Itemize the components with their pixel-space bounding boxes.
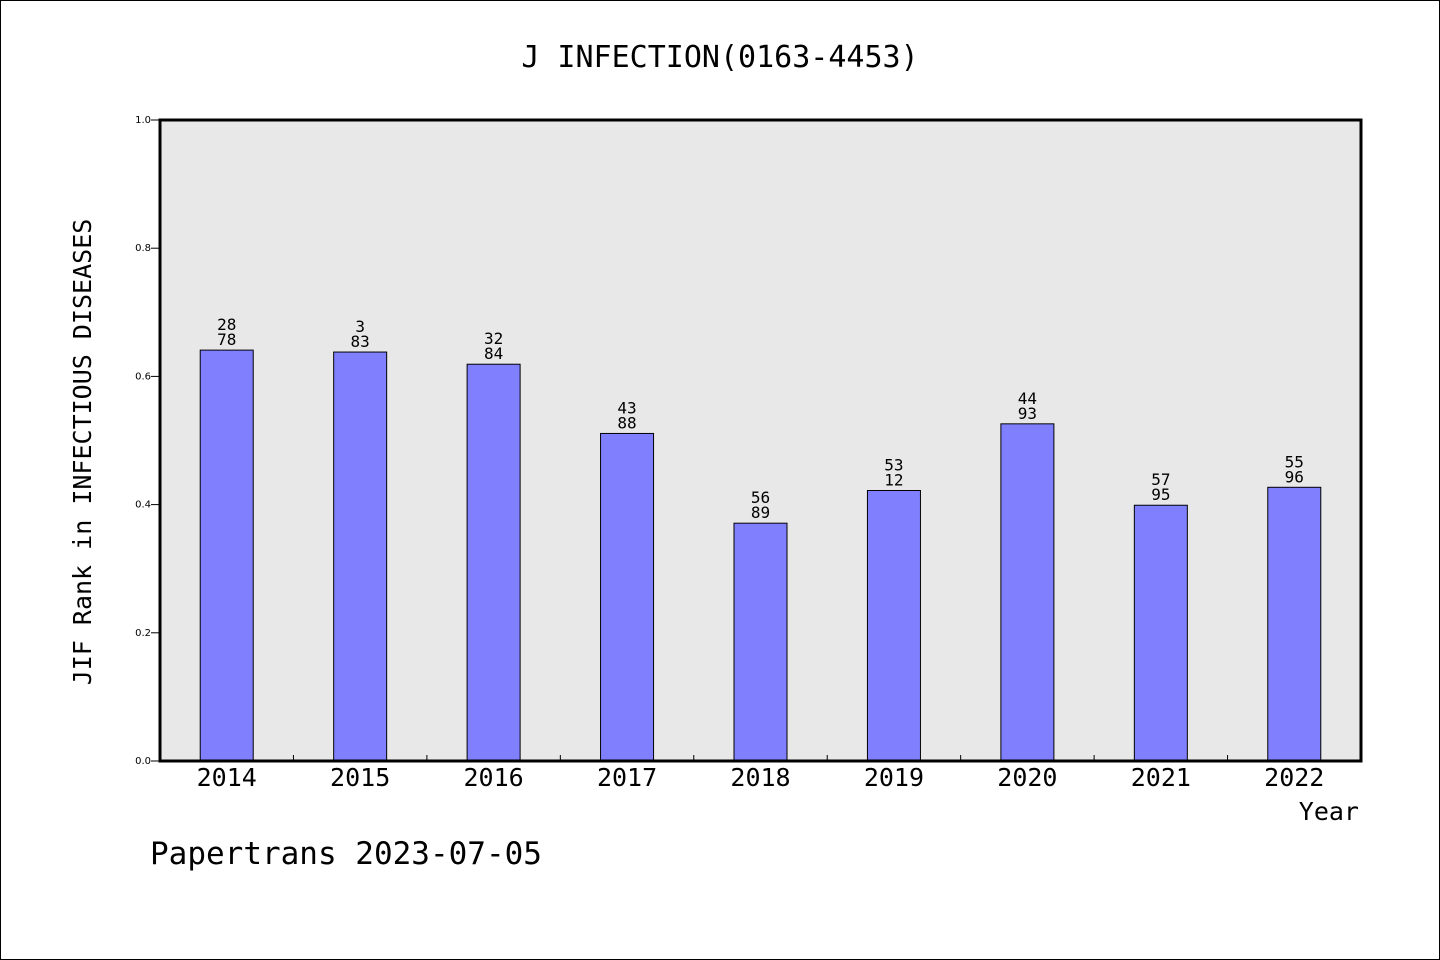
bar-label-rank: 53 [884,455,903,474]
bar-label-total: 12 [884,470,903,489]
x-tick-label: 2022 [1264,763,1324,792]
bar-label-rank: 43 [617,398,636,417]
x-tick-label: 2018 [730,763,790,792]
x-tick-label: 2015 [330,763,390,792]
x-tick-label: 2016 [464,763,524,792]
bar-label-rank: 57 [1151,470,1170,489]
bar-2016 [466,363,521,762]
credit-text: Papertrans 2023-07-05 [150,836,542,872]
bar-label-total: 96 [1285,467,1304,486]
bar-2015 [333,351,388,762]
bar-2022 [1267,486,1322,762]
x-tick-label: 2014 [197,763,257,792]
x-tick-label: 2021 [1131,763,1191,792]
bar-2014 [199,349,254,762]
bar-label-rank: 56 [751,488,770,507]
bar-label-total: 88 [617,413,636,432]
bar-label-total: 83 [351,332,370,351]
bar-2018 [733,522,788,762]
bar-label-total: 93 [1018,404,1037,423]
x-tick-label: 2020 [997,763,1057,792]
bar-label-rank: 28 [217,315,236,334]
x-axis: 2014 2015 2016 2017 2018 2019 2020 2021 2022 [197,755,1324,792]
bar-2017 [600,432,655,762]
bar-label-rank: 44 [1018,389,1037,408]
y-tick-label: 0.6 [135,371,151,382]
x-tick-label: 2017 [597,763,657,792]
bar-label-total: 84 [484,344,503,363]
bar-2021 [1133,504,1188,762]
y-tick-label: 0.2 [135,628,151,639]
y-tick-label: 0.8 [135,243,151,254]
y-tick-label: 1.0 [135,115,151,126]
y-axis-label: JIF Rank in INFECTIOUS DISEASES [68,219,97,686]
plot-border [158,118,1363,763]
bar-label-rank: 55 [1285,452,1304,471]
y-tick-label: 0.4 [135,500,151,511]
bar-label-total: 95 [1151,485,1170,504]
x-tick-label: 2019 [864,763,924,792]
bar-2019 [866,489,921,762]
y-axis: 0.0 0.2 0.4 0.6 0.8 1.0 [135,115,160,767]
bar-label-rank: 32 [484,329,503,348]
x-axis-label: Year [1299,797,1359,826]
bar-label-total: 89 [751,503,770,522]
bar-2020 [1000,423,1055,762]
bars [199,349,1322,762]
chart-title: J INFECTION(0163-4453) [521,40,918,75]
bar-label-total: 78 [217,330,236,349]
y-tick-label: 0.0 [135,756,151,767]
bar-label-rank: 3 [355,317,365,336]
